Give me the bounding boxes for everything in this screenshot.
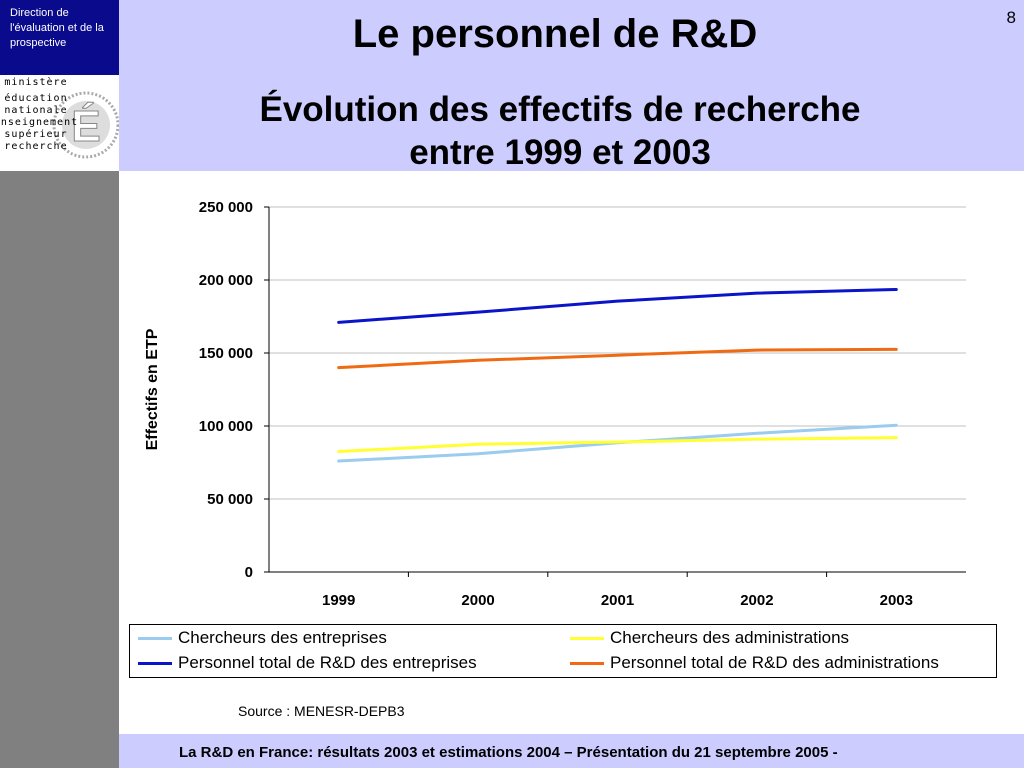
- legend-label: Chercheurs des administrations: [610, 628, 850, 647]
- y-axis-label: Effectifs en ETP: [144, 328, 161, 450]
- series-line: [337, 347, 898, 370]
- legend-label: Chercheurs des entreprises: [178, 628, 387, 647]
- source-note: Source : MENESR-DEPB3: [238, 703, 405, 719]
- logo-seal-ring: [52, 91, 120, 159]
- chart-legend: Chercheurs des entreprises Chercheurs des…: [129, 624, 997, 678]
- subtitle-line-2: entre 1999 et 2003: [409, 133, 711, 172]
- department-label: Direction de l'évaluation et de la prosp…: [0, 0, 119, 75]
- x-axis-tick-labels: 1999 2000 2001 2002 2003: [322, 592, 913, 609]
- x-tick-label: 2003: [880, 592, 913, 609]
- logo-line-enseignement: enseignement: [0, 117, 78, 128]
- legend-item: Chercheurs des entreprises: [138, 628, 387, 648]
- legend-item: Personnel total de R&D des administratio…: [570, 653, 939, 673]
- y-tick-label: 150 000: [199, 345, 253, 362]
- logo-seal-disc: [62, 101, 110, 149]
- subtitle-line-1: Évolution des effectifs de recherche: [259, 90, 861, 129]
- legend-swatch: [570, 661, 604, 665]
- page-number: 8: [1006, 8, 1016, 27]
- y-tick-label: 200 000: [199, 272, 253, 289]
- y-tick-label: 250 000: [199, 199, 253, 216]
- legend-swatch: [570, 636, 604, 640]
- x-tick-label: 1999: [322, 592, 355, 609]
- left-sidebar: [0, 171, 119, 768]
- logo-line-nationale: nationale: [4, 105, 67, 116]
- chart-series-lines: [337, 287, 898, 463]
- legend-swatch: [138, 636, 172, 640]
- ministry-logo-graphic: É ministère éducation nationale enseigne…: [0, 76, 120, 159]
- legend-item: Chercheurs des administrations: [570, 628, 849, 648]
- legend-swatch: [138, 661, 172, 665]
- legend-label: Personnel total de R&D des administratio…: [610, 653, 939, 672]
- series-line: [337, 436, 898, 454]
- line-chart: 0 50 000 100 000 150 000 200 000 250 000 1999…: [144, 199, 966, 609]
- y-tick-label: 100 000: [199, 418, 253, 435]
- logo-line-education: éducation: [4, 92, 67, 104]
- page-title: Le personnel de R&D: [352, 12, 758, 56]
- logo-letter: É: [71, 101, 100, 151]
- legend-label: Personnel total de R&D des entreprises: [178, 653, 477, 672]
- series-line: [337, 287, 898, 324]
- logo-line-superieur: supérieur: [4, 128, 67, 140]
- footer-band: La R&D en France: résultats 2003 et esti…: [119, 734, 1024, 768]
- ministry-logo: É ministère éducation nationale enseigne…: [0, 75, 120, 171]
- legend-item: Personnel total de R&D des entreprises: [138, 653, 477, 673]
- chart-gridlines: [264, 206, 966, 577]
- logo-line-recherche: recherche: [4, 141, 67, 152]
- x-tick-label: 2000: [461, 592, 494, 609]
- y-tick-label: 50 000: [207, 491, 253, 508]
- logo-line-ministere: ministère: [4, 76, 67, 88]
- y-axis-tick-labels: 0 50 000 100 000 150 000 200 000 250 000: [199, 199, 253, 581]
- header-band: [0, 0, 1024, 171]
- x-tick-label: 2001: [601, 592, 634, 609]
- y-tick-label: 0: [245, 564, 253, 581]
- x-tick-label: 2002: [740, 592, 773, 609]
- footer-text: La R&D en France: résultats 2003 et esti…: [179, 744, 838, 761]
- chart-subtitle: Évolution des effectifs de recherche ent…: [160, 88, 960, 174]
